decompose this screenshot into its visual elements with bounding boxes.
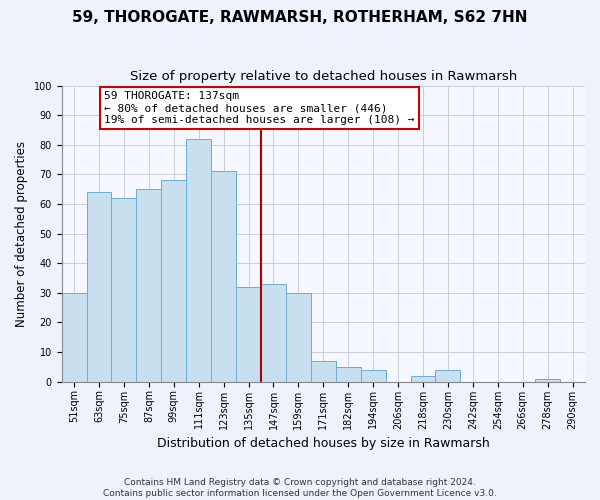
Bar	[311, 361, 336, 382]
Bar	[62, 293, 86, 382]
Text: 59 THOROGATE: 137sqm
← 80% of detached houses are smaller (446)
19% of semi-deta: 59 THOROGATE: 137sqm ← 80% of detached h…	[104, 92, 415, 124]
Text: Contains HM Land Registry data © Crown copyright and database right 2024.
Contai: Contains HM Land Registry data © Crown c…	[103, 478, 497, 498]
Bar	[236, 287, 261, 382]
Bar	[112, 198, 136, 382]
Bar	[410, 376, 436, 382]
Bar	[286, 293, 311, 382]
Bar	[211, 172, 236, 382]
Text: 59, THOROGATE, RAWMARSH, ROTHERHAM, S62 7HN: 59, THOROGATE, RAWMARSH, ROTHERHAM, S62 …	[72, 10, 528, 25]
Bar	[535, 378, 560, 382]
Bar	[361, 370, 386, 382]
Bar	[136, 189, 161, 382]
Bar	[161, 180, 186, 382]
Bar	[86, 192, 112, 382]
Title: Size of property relative to detached houses in Rawmarsh: Size of property relative to detached ho…	[130, 70, 517, 83]
Bar	[436, 370, 460, 382]
Bar	[186, 139, 211, 382]
Bar	[336, 367, 361, 382]
X-axis label: Distribution of detached houses by size in Rawmarsh: Distribution of detached houses by size …	[157, 437, 490, 450]
Y-axis label: Number of detached properties: Number of detached properties	[15, 140, 28, 326]
Bar	[261, 284, 286, 382]
